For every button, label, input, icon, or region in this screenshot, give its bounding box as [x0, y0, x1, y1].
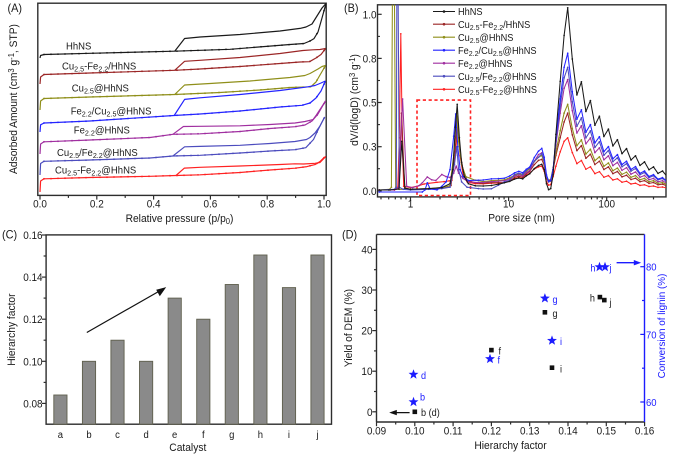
svg-text:Relative pressure (p/p0): Relative pressure (p/p0): [126, 213, 234, 226]
svg-text:h: h: [590, 263, 595, 274]
svg-text:0.8: 0.8: [363, 54, 377, 65]
svg-text:j: j: [609, 263, 612, 274]
svg-text:0.4: 0.4: [147, 199, 161, 210]
svg-text:i: i: [288, 430, 290, 441]
svg-text:g: g: [229, 430, 234, 441]
svg-text:(D): (D): [342, 229, 357, 241]
svg-text:0: 0: [367, 408, 373, 419]
svg-text:b (d): b (d): [421, 408, 440, 419]
svg-text:h: h: [590, 293, 595, 304]
svg-text:dV/d(logD) (cm3 g-1): dV/d(logD) (cm3 g-1): [348, 54, 361, 146]
svg-text:(C): (C): [2, 229, 17, 241]
svg-text:0.14: 0.14: [23, 273, 43, 284]
svg-text:Pore size (nm): Pore size (nm): [488, 212, 555, 224]
svg-text:10: 10: [503, 199, 514, 210]
svg-text:0.0: 0.0: [33, 199, 47, 210]
svg-text:Cu2.5@HhNS: Cu2.5@HhNS: [458, 33, 513, 45]
svg-text:g: g: [553, 309, 558, 320]
svg-text:0.10: 0.10: [23, 357, 43, 368]
svg-text:i: i: [560, 337, 562, 348]
svg-text:0.14: 0.14: [558, 426, 578, 437]
svg-text:10: 10: [361, 367, 372, 378]
svg-text:j: j: [316, 430, 319, 441]
svg-text:Hierarchy factor: Hierarchy factor: [6, 293, 18, 366]
svg-text:Cu2.5@HhNS: Cu2.5@HhNS: [72, 83, 129, 95]
svg-text:1.0: 1.0: [363, 10, 377, 21]
svg-text:HhNS: HhNS: [66, 41, 91, 52]
svg-text:0.16: 0.16: [23, 231, 43, 242]
svg-text:0.15: 0.15: [597, 426, 617, 437]
svg-text:Cu2.5/Fe2.2@HhNS: Cu2.5/Fe2.2@HhNS: [57, 148, 138, 160]
svg-text:0.08: 0.08: [23, 399, 43, 410]
svg-text:Cu2.5-Fe2.2/HhNS: Cu2.5-Fe2.2/HhNS: [458, 20, 530, 32]
svg-text:Cu2.5-Fe2.2@HhNS: Cu2.5-Fe2.2@HhNS: [458, 85, 537, 97]
svg-text:h: h: [258, 430, 263, 441]
svg-text:0.11: 0.11: [444, 426, 463, 437]
svg-text:20: 20: [361, 326, 372, 337]
svg-text:f: f: [498, 355, 501, 366]
svg-text:i: i: [560, 364, 562, 375]
svg-text:Cu2.5/Fe2.2@HhNS: Cu2.5/Fe2.2@HhNS: [458, 72, 537, 84]
svg-text:Fe2.2/Cu2.5@HhNS: Fe2.2/Cu2.5@HhNS: [71, 106, 152, 118]
svg-text:0.10: 0.10: [405, 426, 425, 437]
svg-text:g: g: [553, 295, 558, 306]
svg-text:Conversion of lignin (%): Conversion of lignin (%): [657, 274, 668, 379]
svg-text:80: 80: [646, 262, 657, 273]
svg-text:e: e: [172, 430, 178, 441]
svg-text:0.13: 0.13: [520, 426, 540, 437]
svg-text:HhNS: HhNS: [458, 7, 483, 18]
svg-text:b: b: [420, 392, 425, 403]
svg-text:0.0: 0.0: [363, 186, 377, 197]
svg-text:0.3: 0.3: [363, 142, 377, 153]
svg-text:Fe2.2/Cu2.5@HhNS: Fe2.2/Cu2.5@HhNS: [458, 46, 537, 58]
svg-text:d: d: [421, 371, 426, 382]
svg-text:j: j: [609, 298, 612, 309]
svg-text:Catalyst: Catalyst: [169, 442, 206, 454]
svg-text:a: a: [58, 430, 64, 441]
svg-text:Adsorbed Amount (cm3 g-1, STP): Adsorbed Amount (cm3 g-1, STP): [7, 24, 20, 174]
svg-text:0.6: 0.6: [203, 199, 217, 210]
svg-text:40: 40: [361, 245, 372, 256]
svg-text:60: 60: [646, 398, 657, 409]
svg-text:0.12: 0.12: [23, 315, 43, 326]
svg-text:(B): (B): [344, 3, 359, 15]
svg-text:1: 1: [408, 199, 414, 210]
svg-text:d: d: [143, 430, 148, 441]
svg-text:100: 100: [598, 199, 615, 210]
svg-text:(A): (A): [8, 3, 23, 15]
svg-text:0.09: 0.09: [367, 426, 387, 437]
svg-text:Fe2.2@HhNS: Fe2.2@HhNS: [74, 125, 130, 137]
svg-text:0.2: 0.2: [90, 199, 104, 210]
svg-text:Cu2.5-Fe2.2/HhNS: Cu2.5-Fe2.2/HhNS: [62, 61, 136, 73]
svg-text:0.5: 0.5: [363, 98, 377, 109]
svg-text:f: f: [202, 430, 205, 441]
svg-text:f: f: [499, 346, 502, 357]
svg-text:70: 70: [646, 330, 657, 341]
svg-text:1.0: 1.0: [317, 199, 331, 210]
svg-text:0.12: 0.12: [482, 426, 502, 437]
svg-text:b: b: [86, 430, 92, 441]
svg-text:0.16: 0.16: [635, 426, 655, 437]
svg-text:Fe2.2@HhNS: Fe2.2@HhNS: [458, 59, 512, 71]
svg-text:c: c: [115, 430, 120, 441]
svg-text:Yield of DEM (%): Yield of DEM (%): [343, 289, 355, 367]
svg-text:Cu2.5-Fe2.2@HhNS: Cu2.5-Fe2.2@HhNS: [55, 165, 136, 177]
svg-text:Hierarchy factor: Hierarchy factor: [474, 440, 547, 452]
svg-text:30: 30: [361, 286, 372, 297]
svg-text:0.8: 0.8: [260, 199, 274, 210]
